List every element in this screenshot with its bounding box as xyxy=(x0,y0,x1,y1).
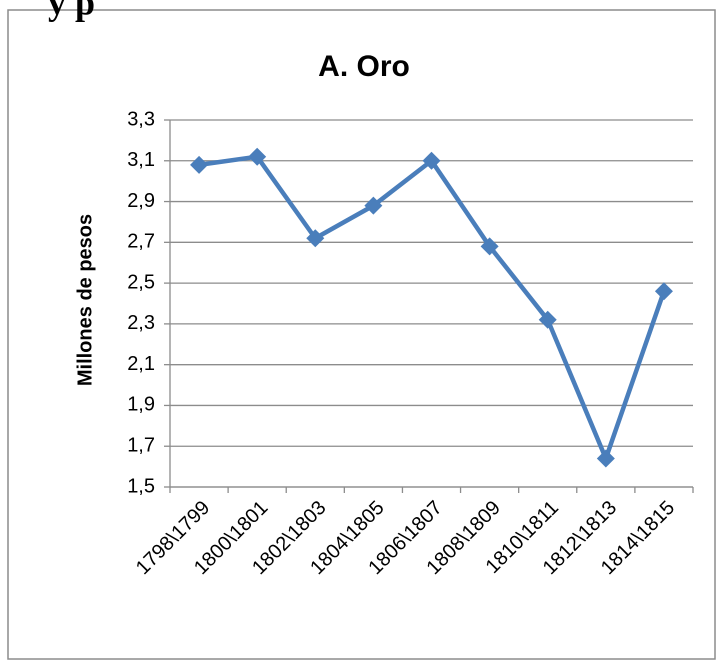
point-marker xyxy=(596,449,615,468)
y-axis-label: Millones de pesos xyxy=(74,214,96,386)
point-marker xyxy=(654,282,673,301)
y-tick-label: 2,1 xyxy=(127,353,155,375)
point-marker xyxy=(538,310,557,329)
point-marker xyxy=(190,155,209,174)
point-marker xyxy=(306,229,325,248)
y-tick-label: 2,5 xyxy=(127,271,155,293)
y-tick-label: 1,7 xyxy=(127,435,155,457)
header-fragment: y p xyxy=(48,0,95,22)
y-tick-label: 1,5 xyxy=(127,475,155,497)
y-tick-label: 3,3 xyxy=(127,108,155,130)
y-tick-label: 2,3 xyxy=(127,312,155,334)
point-marker xyxy=(364,196,383,215)
y-tick-label: 2,9 xyxy=(127,190,155,212)
chart-title: A. Oro xyxy=(318,50,410,83)
point-marker xyxy=(248,147,267,166)
y-tick-label: 3,1 xyxy=(127,149,155,171)
point-marker xyxy=(480,237,499,256)
y-tick-label: 1,9 xyxy=(127,394,155,416)
y-tick-label: 2,7 xyxy=(127,231,155,253)
point-marker xyxy=(422,151,441,170)
chart-frame xyxy=(7,9,716,660)
